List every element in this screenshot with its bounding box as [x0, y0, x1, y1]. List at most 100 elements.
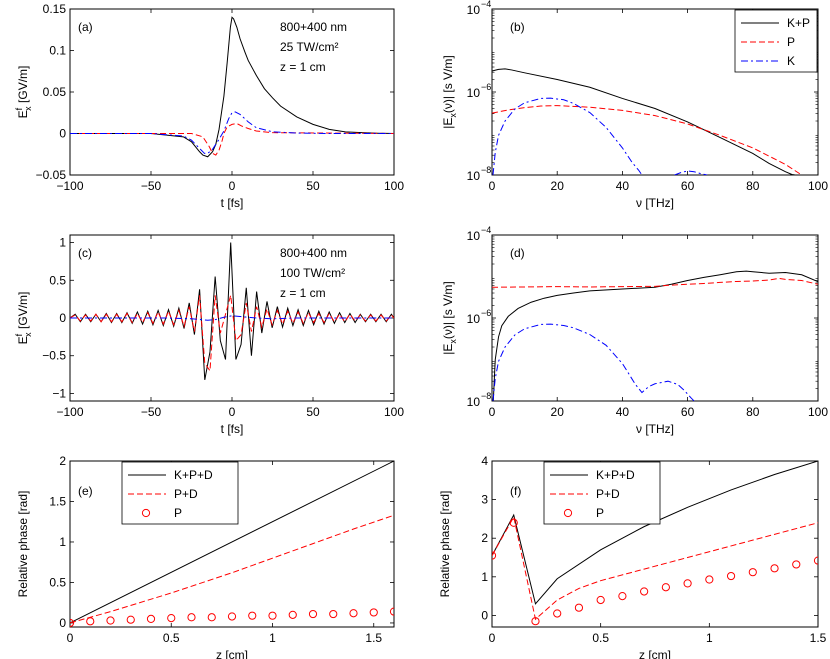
series-line-K+P: [492, 270, 818, 401]
x-tick-label: 20: [551, 179, 565, 193]
annotation: z = 1 cm: [280, 60, 326, 74]
data-point-P: [288, 610, 297, 619]
y-tick-label: 0.5: [49, 575, 66, 589]
series-line-K: [70, 315, 394, 321]
y-axis-label: |Ex(ν)| [s V/m]: [441, 55, 458, 128]
legend-label: P: [596, 506, 604, 520]
x-tick-label: 0.5: [592, 631, 609, 645]
panel-label: (a): [78, 20, 93, 34]
legend: K+P+D P+D P: [543, 461, 661, 525]
data-point-P: [726, 571, 736, 581]
y-tick-label: 1: [481, 570, 488, 584]
x-tick-label: 0: [489, 405, 496, 419]
series-line-K+P: [492, 68, 796, 175]
x-tick-label: 1.5: [810, 631, 827, 645]
y-tick-label: 1: [59, 535, 66, 549]
data-point-P: [207, 613, 216, 622]
legend-label: K+P: [787, 16, 810, 30]
x-tick-label: 60: [681, 179, 695, 193]
data-point-P: [618, 592, 627, 601]
series-line-Ktail: [674, 170, 708, 175]
x-tick-label: 100: [384, 405, 404, 419]
legend-label: P: [787, 35, 795, 49]
y-axis-label: Relative phase [rad]: [16, 491, 30, 598]
y-tick-exponent: −6: [481, 308, 491, 318]
y-tick-label: 10: [467, 3, 481, 17]
panel-f: 0 0.5 1 1.5 0 1 2 3 4 z [cm] Relative phase [rad] (…: [438, 454, 827, 659]
data-point-P: [683, 579, 692, 588]
axes-box: [491, 234, 819, 402]
panel-label: (f): [510, 484, 521, 498]
annotation: z = 1 cm: [280, 286, 326, 300]
panel-a: −100 −50 0 50 100 −0.05 0 0.05 0.1 0.15 t [fs] Efx …: [14, 2, 404, 210]
panel-e: 0 0.5 1 1.5 0 0.5 1 1.5 2 z [cm] Relative phase [r…: [16, 454, 395, 659]
series-line-P+D: [70, 514, 394, 624]
y-tick-exponent: −4: [481, 225, 491, 235]
x-tick-label: 0: [489, 179, 496, 193]
data-point-P: [227, 612, 237, 621]
y-tick-label: 4: [481, 454, 488, 468]
y-tick-label: 0.05: [43, 85, 67, 99]
legend-label: K+P+D: [174, 468, 213, 482]
data-point-P: [574, 603, 584, 612]
series-line-K: [492, 323, 695, 401]
y-tick-label: 0.5: [49, 273, 66, 287]
x-tick-label: −100: [56, 179, 83, 193]
data-point-P: [813, 556, 818, 565]
data-point-P: [126, 615, 135, 624]
x-axis-label: z [cm]: [216, 648, 248, 659]
series-line-P: [492, 105, 802, 175]
data-point-P: [661, 583, 670, 592]
x-tick-label: 50: [306, 179, 320, 193]
y-tick-label: 2: [481, 531, 488, 545]
axes-box: [69, 460, 395, 628]
legend: K+P PK: [734, 9, 818, 73]
series-line-P: [70, 123, 394, 156]
x-tick-label: 40: [616, 405, 630, 419]
x-axis-label: t [fs]: [221, 196, 244, 210]
series-line-P: [492, 277, 818, 288]
legend-marker: [141, 508, 151, 518]
y-tick-label: 0: [481, 608, 488, 622]
legend-box: [734, 9, 818, 73]
legend-box: [543, 461, 661, 525]
y-tick-label: 10: [467, 86, 481, 100]
x-tick-label: −50: [141, 179, 162, 193]
series-line-K: [70, 111, 394, 154]
data-point-P: [369, 608, 378, 617]
x-tick-label: 1.5: [365, 631, 382, 645]
x-tick-label: −50: [141, 405, 162, 419]
series-line-P: [70, 295, 394, 373]
legend-label: K+P+D: [596, 468, 635, 482]
data-point-P: [509, 518, 518, 527]
x-tick-label: 80: [746, 179, 760, 193]
x-tick-label: 1: [706, 631, 713, 645]
y-tick-label: 2: [59, 454, 66, 468]
x-tick-label: 1: [269, 631, 276, 645]
y-tick-label: 0: [59, 127, 66, 141]
y-tick-label: −0.5: [42, 349, 66, 363]
y-tick-label: 0: [59, 616, 66, 630]
y-tick-label: 10: [467, 169, 481, 183]
x-tick-label: 60: [681, 405, 695, 419]
panel-label: (b): [510, 20, 525, 34]
data-point-P: [70, 618, 75, 627]
y-tick-label: 0.1: [49, 44, 66, 58]
data-point-P: [106, 616, 115, 625]
series-group: [492, 461, 818, 626]
y-axis-label: Efx [GV/m]: [14, 66, 33, 119]
panel-c: −100 −50 0 50 100 −1 −0.5 0 0.5 1 t [fs] Efx [GV/m]…: [14, 234, 404, 436]
data-point-P: [248, 611, 257, 620]
x-axis-label: t [fs]: [221, 422, 244, 436]
series-line-P+D: [492, 515, 818, 621]
data-point-P: [268, 611, 277, 620]
data-point-P: [187, 613, 196, 622]
data-point-P: [531, 617, 540, 626]
y-tick-label: −1: [52, 386, 66, 400]
data-point-P: [86, 617, 95, 626]
x-tick-label: 20: [551, 405, 565, 419]
data-point-P: [596, 595, 605, 605]
legend: K+P+D P+D P: [121, 461, 239, 525]
y-axis-label: Relative phase [rad]: [438, 491, 452, 598]
y-axis-label: Efx [GV/m]: [14, 292, 33, 345]
